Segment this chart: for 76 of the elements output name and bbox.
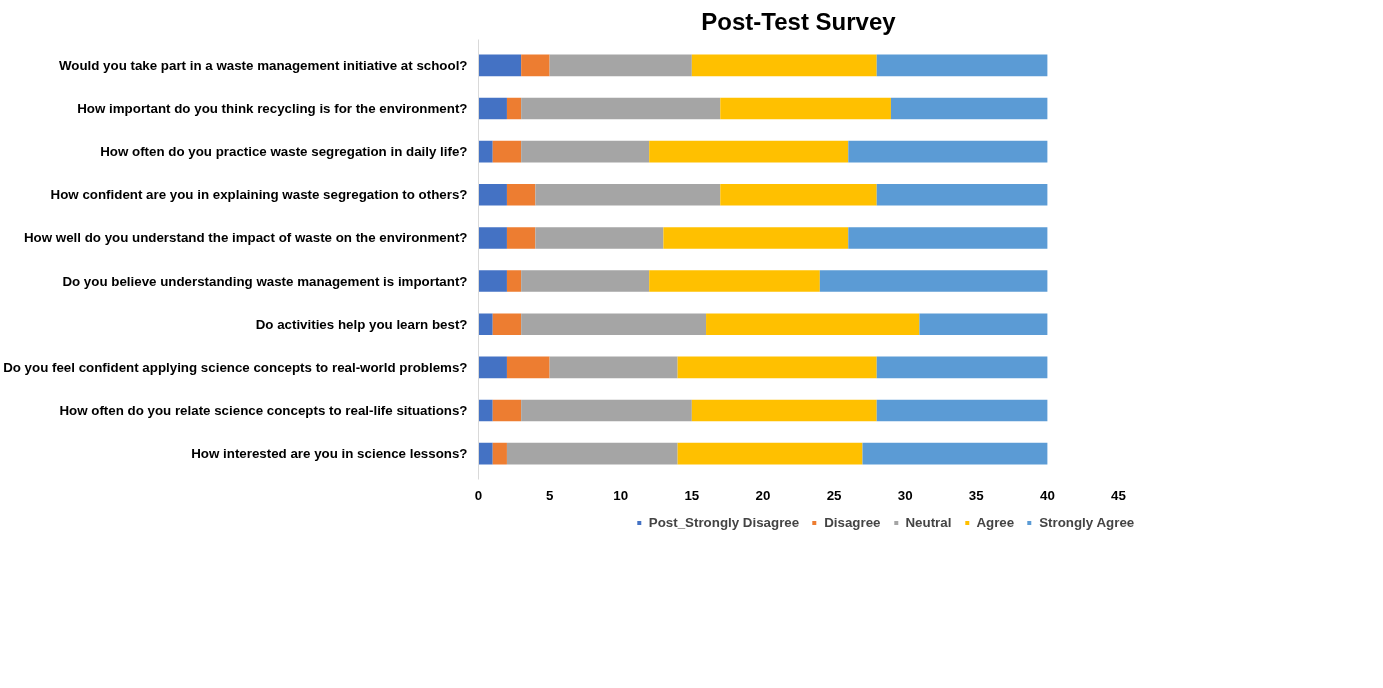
bar — [862, 442, 1048, 465]
bar — [535, 227, 664, 249]
bar — [478, 97, 507, 120]
bar — [506, 97, 522, 120]
y-tick-label: How important do you think recycling is for the environment? — [77, 101, 468, 117]
bar — [478, 270, 507, 292]
x-tick-label: 0 — [474, 487, 483, 503]
bar — [876, 54, 1048, 77]
bar — [521, 54, 550, 77]
bar — [478, 356, 507, 379]
y-tick-label: How confident are you in explaining waste segregation to others? — [50, 187, 468, 203]
bar — [478, 442, 493, 465]
bar — [720, 184, 877, 206]
bar — [535, 184, 721, 206]
bar — [649, 270, 820, 292]
x-tick-label: 15 — [684, 487, 700, 503]
y-tick-label: Do you feel confident applying science concepts to real-world problems? — [3, 359, 468, 375]
bar — [478, 184, 507, 206]
bar — [521, 399, 692, 422]
bar — [876, 399, 1048, 422]
y-tick-label: How often do you practice waste segregation in daily life? — [100, 144, 468, 160]
bar — [649, 140, 849, 163]
bar — [549, 356, 678, 379]
x-tick-label: 10 — [613, 487, 629, 503]
x-tick-label: 40 — [1039, 487, 1055, 503]
legend-label: Neutral — [905, 514, 952, 530]
y-tick-label: How well do you understand the impact of waste on the environment? — [23, 230, 468, 246]
bar — [677, 442, 863, 465]
bar — [919, 313, 1048, 335]
bar — [876, 184, 1048, 206]
x-tick-label: 20 — [755, 487, 771, 503]
bar — [876, 356, 1048, 379]
x-tick-label: 5 — [545, 487, 554, 503]
bar — [492, 442, 507, 465]
bar — [506, 442, 678, 465]
bar — [848, 140, 1048, 163]
bar — [677, 356, 877, 379]
y-tick-label: Do activities help you learn best? — [255, 316, 468, 332]
legend-label: Agree — [976, 514, 1015, 530]
chart-title: Post-Test Survey — [701, 7, 897, 35]
bar — [478, 227, 507, 249]
bar — [706, 313, 920, 335]
bar — [720, 97, 891, 120]
bar — [691, 54, 877, 77]
bar — [478, 54, 522, 77]
x-tick-label: 30 — [897, 487, 913, 503]
x-tick-label: 35 — [968, 487, 985, 503]
bar — [492, 313, 522, 335]
y-tick-label: How often do you relate science concepts to real-life situations? — [59, 402, 468, 418]
y-tick-label: How interested are you in science lessons? — [191, 446, 468, 462]
bar — [521, 313, 707, 335]
bar — [549, 54, 692, 77]
y-tick-label: Do you believe understanding waste management is important? — [62, 273, 468, 289]
bar — [819, 270, 1048, 292]
x-tick-label: 45 — [1111, 487, 1127, 503]
bar — [521, 270, 650, 292]
y-tick-label: Would you take part in a waste management initiative at school? — [58, 57, 468, 73]
bar — [478, 140, 493, 163]
bar — [492, 399, 522, 422]
bar — [890, 97, 1048, 120]
legend-label: Disagree — [824, 514, 881, 530]
legend-label: Strongly Agree — [1039, 514, 1135, 530]
bar — [478, 399, 493, 422]
bar — [506, 227, 536, 249]
bar — [521, 140, 650, 163]
bar — [506, 270, 522, 292]
bar — [691, 399, 877, 422]
bar — [506, 184, 536, 206]
bar — [478, 313, 493, 335]
x-tick-label: 25 — [826, 487, 843, 503]
legend-label: Post_Strongly Disagree — [648, 514, 800, 530]
bar — [521, 97, 721, 120]
bar — [848, 227, 1048, 249]
bar — [506, 356, 550, 379]
bar — [492, 140, 522, 163]
bar — [663, 227, 849, 249]
